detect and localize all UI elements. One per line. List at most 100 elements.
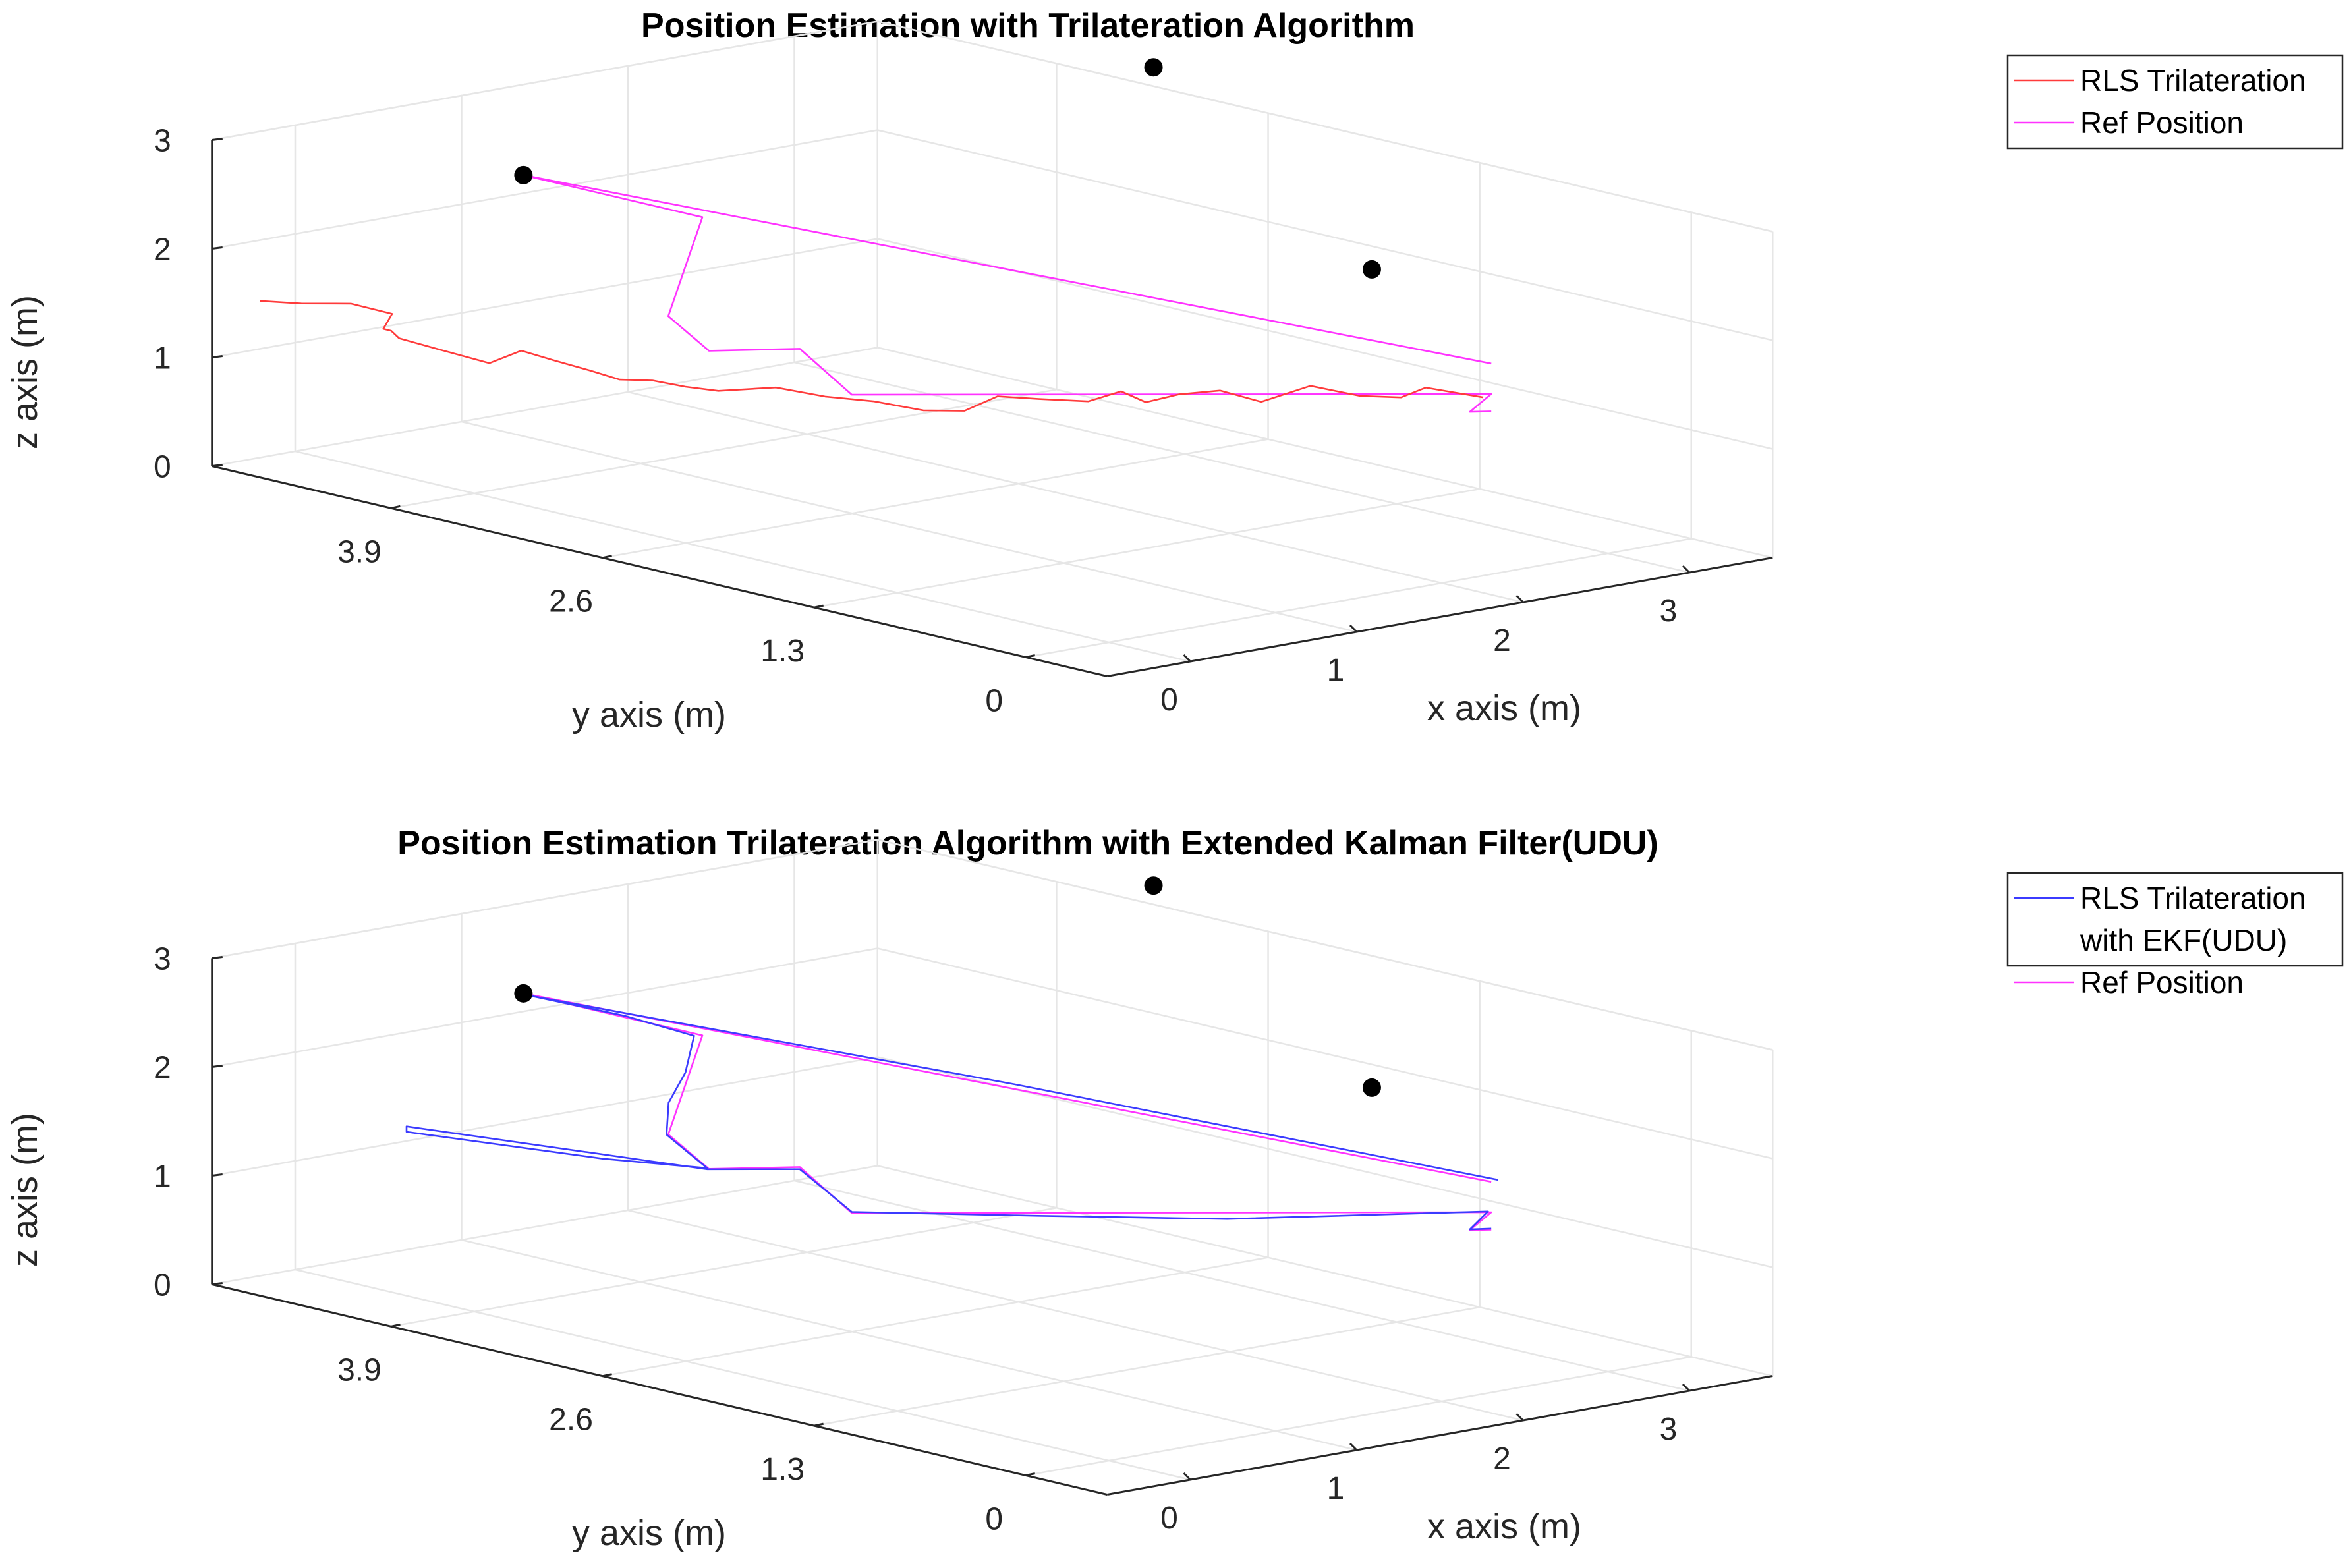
z-tick-label: 0 — [154, 450, 171, 485]
y-tick-mark — [1025, 654, 1036, 658]
x-tick-label: 3 — [1660, 594, 1678, 629]
legend: RLS Trilateration Ref Position — [2006, 54, 2344, 150]
z-tick-label: 3 — [154, 124, 171, 159]
z-tick-mark — [212, 1282, 223, 1285]
box-edge — [877, 839, 1773, 1051]
z-tick-mark — [212, 246, 223, 250]
y-tick-mark — [1025, 1472, 1036, 1476]
y-axis-label: y axis (m) — [572, 1513, 726, 1553]
anchor-points — [514, 876, 1381, 1097]
y-tick-label: 2.6 — [549, 584, 593, 619]
z-tick-mark — [212, 355, 223, 358]
legend-box — [2006, 872, 2344, 967]
y-tick-mark — [602, 1373, 612, 1378]
y-axis-line — [212, 465, 1108, 677]
x-axis-label: x axis (m) — [1427, 1507, 1581, 1546]
z-tick-label: 1 — [154, 1160, 171, 1194]
series-line-ref-position — [522, 992, 1492, 1231]
gridline-z-back — [212, 347, 878, 467]
gridline-y-floor — [1025, 1356, 1691, 1476]
box-edge — [212, 20, 878, 141]
y-tick-label: 0 — [985, 684, 1003, 719]
plot-title: Position Estimation with Trilateration A… — [641, 7, 1415, 45]
gridline-y-floor — [602, 1256, 1268, 1377]
anchor-points — [514, 58, 1381, 279]
gridline-y-floor — [391, 389, 1057, 509]
x-tick-label: 3 — [1660, 1412, 1678, 1447]
legend-label: Ref Position — [2080, 105, 2244, 140]
y-axis-label: y axis (m) — [572, 695, 726, 735]
y-axis-line — [212, 1283, 1108, 1496]
gridline-z-back — [212, 947, 878, 1068]
y-tick-mark — [814, 1422, 824, 1427]
y-tick-label: 2.6 — [549, 1403, 593, 1438]
x-tick-label: 1 — [1327, 653, 1345, 688]
z-tick-label: 2 — [154, 1051, 171, 1086]
z-tick-label: 1 — [154, 341, 171, 376]
z-tick-label: 3 — [154, 942, 171, 977]
series-group — [405, 992, 1498, 1231]
anchor-point — [1144, 876, 1163, 895]
gridline-x-floor — [461, 1239, 1357, 1451]
gridline-y-floor — [391, 1207, 1057, 1328]
x-tick-mark — [1349, 624, 1358, 633]
gridline-z-side — [877, 347, 1773, 559]
anchor-point — [514, 984, 533, 1003]
gridline-z-side — [877, 947, 1773, 1160]
gridline-z-side — [877, 129, 1773, 341]
legend-label: RLS Trilateration — [2080, 881, 2306, 915]
axes — [211, 138, 1773, 677]
gridline-y-floor — [814, 488, 1480, 609]
x-tick-label: 2 — [1493, 1442, 1511, 1476]
z-tick-mark — [212, 956, 223, 959]
tick-labels: 0 1 2 3 0 1.3 2.6 3.9 0 1 2 3 — [154, 124, 1677, 719]
gridline-z-back — [212, 129, 878, 250]
gridline-y-floor — [1025, 538, 1691, 658]
gridline-z-back — [212, 238, 878, 358]
y-tick-mark — [391, 505, 401, 509]
x-tick-label: 2 — [1493, 623, 1511, 658]
z-tick-label: 2 — [154, 233, 171, 267]
z-tick-mark — [212, 1065, 223, 1068]
y-tick-label: 1.3 — [760, 634, 805, 669]
x-tick-label: 1 — [1327, 1471, 1345, 1506]
series-line-rls-trilateration — [260, 300, 1484, 412]
y-tick-label: 3.9 — [337, 534, 382, 569]
x-axis-line — [1106, 557, 1773, 677]
y-tick-mark — [814, 604, 824, 609]
z-axis-label: z axis (m) — [5, 295, 45, 449]
gridline-x-floor — [295, 1268, 1191, 1481]
legend-label: Ref Position — [2080, 965, 2244, 999]
x-tick-mark — [1515, 1413, 1524, 1422]
plot-trilateration: Position Estimation with Trilateration A… — [5, 7, 2344, 735]
x-tick-mark — [1682, 1383, 1691, 1392]
z-tick-mark — [212, 464, 223, 467]
y-tick-label: 3.9 — [337, 1353, 382, 1387]
y-tick-mark — [602, 555, 612, 559]
anchor-point — [1144, 58, 1163, 77]
tick-labels: 0 1 2 3 0 1.3 2.6 3.9 0 1 2 3 — [154, 942, 1677, 1537]
plot-ekf-udu: Position Estimation Trilateration Algori… — [5, 824, 2344, 1553]
x-tick-mark — [1682, 565, 1691, 574]
x-axis-line — [1106, 1375, 1773, 1496]
x-axis-label: x axis (m) — [1427, 688, 1581, 728]
x-tick-mark — [1183, 654, 1191, 663]
x-tick-mark — [1515, 594, 1524, 603]
series-line-ref-position — [522, 174, 1492, 413]
gridline-x-floor — [794, 1179, 1690, 1392]
series-line-rls-trilateration-with-ekf-udu- — [405, 995, 1498, 1231]
gridline-x-floor — [794, 361, 1690, 574]
box-edge — [212, 839, 878, 959]
anchor-point — [1362, 1078, 1381, 1097]
gridline-x-floor — [627, 391, 1523, 603]
gridline-x-floor — [461, 420, 1357, 633]
legend-box — [2006, 54, 2344, 150]
gridline-x-floor — [295, 450, 1191, 663]
y-tick-label: 0 — [985, 1502, 1003, 1537]
anchor-point — [1362, 260, 1381, 279]
axes — [211, 956, 1773, 1496]
gridline-z-side — [877, 1165, 1773, 1377]
y-tick-label: 1.3 — [760, 1452, 805, 1487]
z-tick-mark — [212, 1173, 223, 1177]
